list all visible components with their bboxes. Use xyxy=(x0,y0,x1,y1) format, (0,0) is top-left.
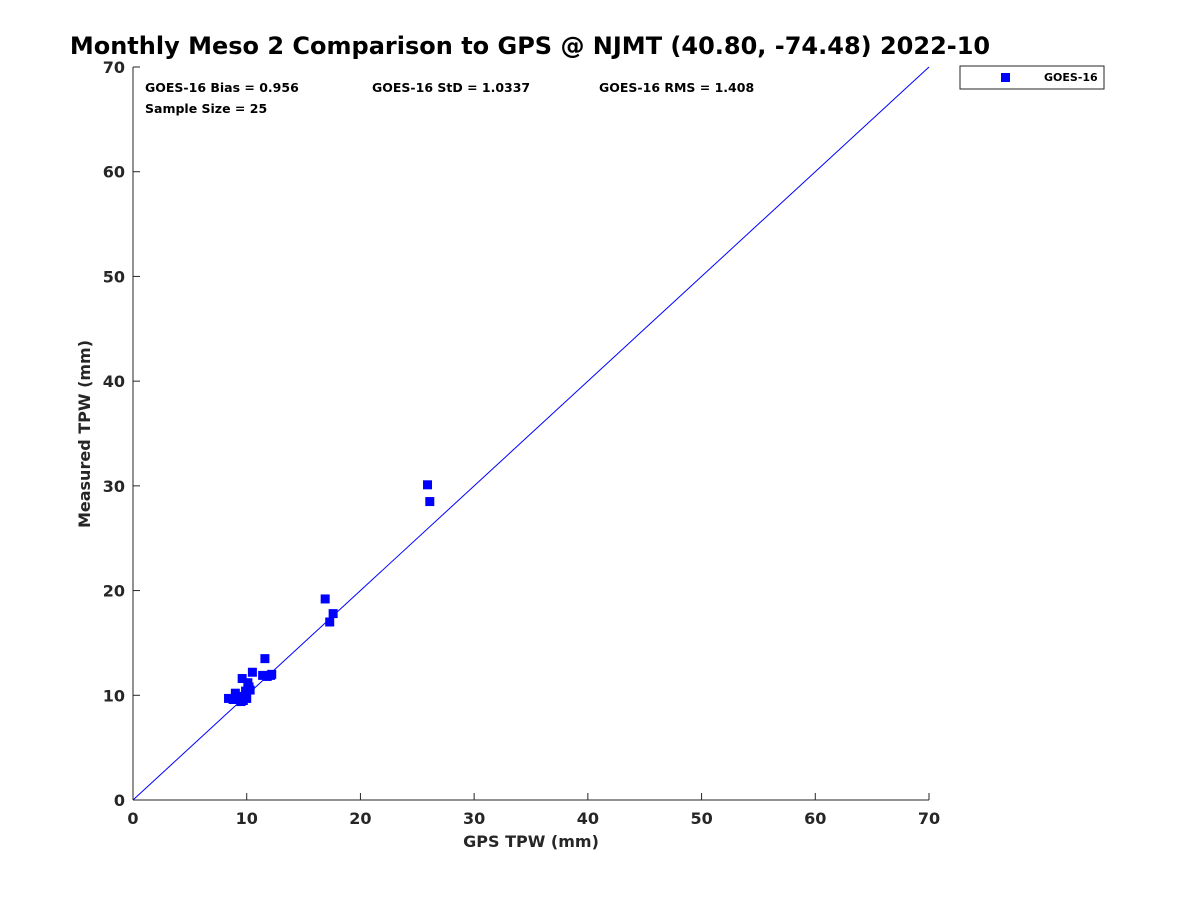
x-axis-ticks: 0 10 20 30 40 50 60 70 xyxy=(127,793,940,828)
legend-marker xyxy=(1001,73,1010,82)
y-tick-label: 20 xyxy=(103,582,125,601)
y-axis-label: Measured TPW (mm) xyxy=(75,340,94,528)
legend-label: GOES-16 xyxy=(1044,71,1098,84)
x-axis-label: GPS TPW (mm) xyxy=(463,832,599,851)
data-point xyxy=(237,674,247,684)
data-point xyxy=(325,617,335,627)
x-tick-label: 50 xyxy=(690,809,712,828)
chart-title: Monthly Meso 2 Comparison to GPS @ NJMT … xyxy=(70,32,990,60)
std-annotation: GOES-16 StD = 1.0337 xyxy=(372,80,530,95)
bias-annotation: GOES-16 Bias = 0.956 xyxy=(145,80,299,95)
x-tick-label: 30 xyxy=(463,809,485,828)
data-point xyxy=(320,594,330,604)
data-point xyxy=(245,685,255,695)
y-tick-label: 50 xyxy=(103,267,125,286)
y-tick-label: 30 xyxy=(103,477,125,496)
data-point xyxy=(425,497,435,507)
data-point xyxy=(224,693,234,703)
data-point xyxy=(258,670,268,680)
data-point xyxy=(267,669,277,679)
y-tick-label: 0 xyxy=(114,791,125,810)
data-point xyxy=(423,480,433,490)
data-point xyxy=(230,688,240,698)
data-point xyxy=(247,667,257,677)
legend: GOES-16 xyxy=(959,65,1105,90)
plot-area: 0 10 20 30 40 50 60 70 0 10 20 30 40 50 60 70 xyxy=(103,58,940,828)
x-tick-label: 0 xyxy=(127,809,138,828)
y-tick-label: 40 xyxy=(103,372,125,391)
data-point xyxy=(260,654,270,664)
data-points xyxy=(224,480,435,707)
x-tick-label: 60 xyxy=(804,809,826,828)
x-tick-label: 70 xyxy=(918,809,940,828)
y-tick-label: 60 xyxy=(103,163,125,182)
legend-box xyxy=(959,65,1105,90)
sample-size-annotation: Sample Size = 25 xyxy=(145,101,267,116)
x-tick-label: 20 xyxy=(349,809,371,828)
y-tick-label: 10 xyxy=(103,686,125,705)
x-tick-label: 40 xyxy=(577,809,599,828)
data-point xyxy=(328,609,338,619)
data-point xyxy=(242,693,252,703)
rms-annotation: GOES-16 RMS = 1.408 xyxy=(599,80,754,95)
y-tick-label: 70 xyxy=(103,58,125,77)
y-axis-ticks: 0 10 20 30 40 50 60 70 xyxy=(103,58,140,810)
x-tick-label: 10 xyxy=(236,809,258,828)
